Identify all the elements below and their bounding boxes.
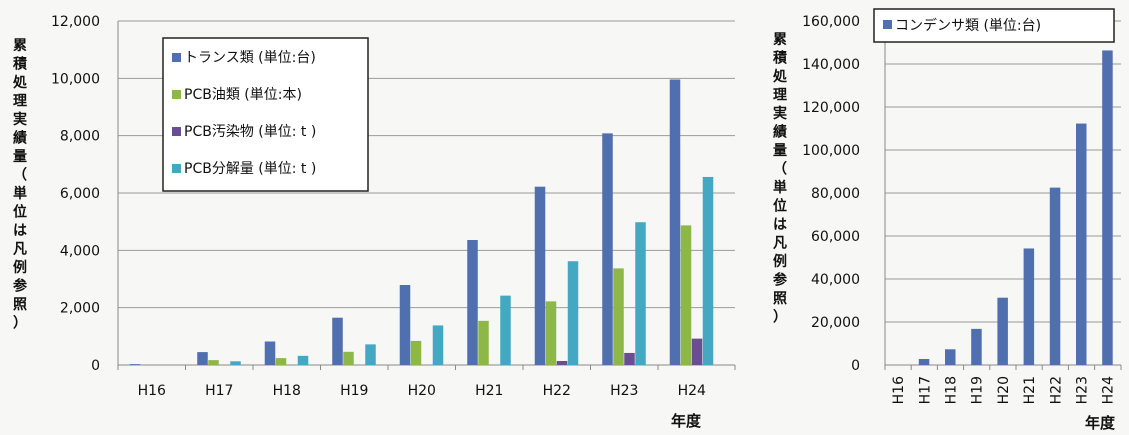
legend-chart-2: コンデンサ類 (単位:台) xyxy=(873,8,1115,43)
legend-swatch xyxy=(172,53,181,62)
legend-entry: PCB汚染物 (単位: t ) xyxy=(184,124,316,140)
y-tick-label: 40,000 xyxy=(811,272,860,288)
x-tick-label: H17 xyxy=(205,383,233,399)
bar-h22-s2 xyxy=(545,301,557,365)
legend-entry: トランス類 (単位:台) xyxy=(184,50,316,66)
legend-swatch xyxy=(172,127,181,136)
y-axis-title: 累積処理実績量（単位は凡例参照） xyxy=(772,32,788,326)
bar-h17-s1 xyxy=(197,352,208,365)
bar-h19-s1 xyxy=(332,317,343,365)
x-tick-label: H24 xyxy=(678,383,706,399)
bar-h24-s1 xyxy=(1102,50,1113,366)
y-tick-label: 140,000 xyxy=(802,57,860,73)
y-tick-label: 0 xyxy=(851,358,860,374)
bar-h24-s3 xyxy=(691,338,703,365)
x-tick-label: H20 xyxy=(996,376,1012,404)
bar-h21-s4 xyxy=(500,295,511,365)
y-tick-label: 8,000 xyxy=(60,129,100,145)
bar-h17-s1 xyxy=(918,358,930,365)
x-tick-label: H24 xyxy=(1101,376,1117,404)
bar-h21-s1 xyxy=(467,240,478,365)
y-tick-label: 0 xyxy=(91,358,100,374)
bar-h20-s1 xyxy=(399,285,411,365)
bar-h20-s1 xyxy=(997,297,1008,365)
bar-h16-s1 xyxy=(129,364,141,365)
y-tick-label: 60,000 xyxy=(811,229,860,245)
x-tick-label: H17 xyxy=(917,376,933,404)
x-tick-label: H22 xyxy=(1048,376,1064,404)
legend-swatch xyxy=(883,20,892,29)
x-tick-label: H23 xyxy=(610,383,638,399)
bar-h21-s2 xyxy=(478,320,489,365)
legend-swatch xyxy=(172,90,181,99)
x-axis-title: 年度 xyxy=(671,412,702,430)
bar-h23-s1 xyxy=(602,133,613,365)
x-axis-title: 年度 xyxy=(1085,414,1116,432)
chart-1: 0 2,000 4,000 6,000 8,000 10,000 12,000 H16 H17 H… xyxy=(12,14,736,430)
x-tick-label: H22 xyxy=(543,383,571,399)
bar-h24-s1 xyxy=(669,79,681,365)
y-tick-label: 6,000 xyxy=(60,186,100,202)
bar-h23-s1 xyxy=(1076,123,1087,366)
bar-h19-s2 xyxy=(343,351,354,365)
bar-h19-s1 xyxy=(971,328,982,365)
bar-h22-s1 xyxy=(534,186,546,365)
chart-2: 0 20,000 40,000 60,000 80,000 100,000 120,000 1… xyxy=(772,14,1122,432)
bar-h22-s4 xyxy=(567,261,579,365)
bar-h21-s1 xyxy=(1023,248,1035,365)
legend-chart-1: トランス類 (単位:台) PCB油類 (単位:本) PCB汚染物 (単位: t ) P… xyxy=(162,37,369,192)
legend-entry: PCB油類 (単位:本) xyxy=(184,87,302,103)
legend-entry: コンデンサ類 (単位:台) xyxy=(895,17,1041,34)
x-tick-label: H20 xyxy=(408,383,436,399)
x-tick-label: H16 xyxy=(138,383,166,399)
bar-h19-s4 xyxy=(365,344,376,365)
y-tick-label: 80,000 xyxy=(811,186,860,202)
bar-h24-s4 xyxy=(702,176,714,365)
bar-h24-s2 xyxy=(680,225,692,365)
y-axis-title: 累積処理実績量（単位は凡例参照） xyxy=(12,38,28,332)
x-tick-label: H19 xyxy=(340,383,368,399)
x-tick-label: H16 xyxy=(891,376,907,404)
bar-h23-s2 xyxy=(613,268,624,365)
y-tick-label: 4,000 xyxy=(60,243,100,259)
bar-h17-s4 xyxy=(230,361,241,365)
bar-h18-s2 xyxy=(275,358,287,365)
y-tick-label: 20,000 xyxy=(811,315,860,331)
bar-h20-s2 xyxy=(410,340,422,365)
legend-swatch xyxy=(172,164,181,173)
y-tick-label: 160,000 xyxy=(802,14,860,30)
bar-h23-s4 xyxy=(635,222,646,365)
legend-entry: PCB分解量 (単位: t ) xyxy=(184,161,316,177)
x-tick-label: H21 xyxy=(475,383,503,399)
y-tick-label: 12,000 xyxy=(51,14,100,30)
bar-h18-s4 xyxy=(297,355,309,365)
bar-h17-s2 xyxy=(208,360,219,365)
x-tick-label: H23 xyxy=(1075,376,1091,404)
bar-h18-s1 xyxy=(264,341,276,365)
y-tick-label: 100,000 xyxy=(802,143,860,159)
y-tick-label: 120,000 xyxy=(802,100,860,116)
x-tick-label: H19 xyxy=(970,376,986,404)
bar-h18-s1 xyxy=(945,349,956,365)
y-tick-label: 10,000 xyxy=(51,71,100,87)
x-tick-label: H21 xyxy=(1022,376,1038,404)
x-tick-label: H18 xyxy=(273,383,301,399)
y-tick-label: 2,000 xyxy=(60,301,100,317)
x-tick-label: H18 xyxy=(944,376,960,404)
bar-h20-s4 xyxy=(432,325,444,365)
legend-box xyxy=(162,37,369,192)
bar-h22-s1 xyxy=(1049,187,1061,365)
bar-h23-s3 xyxy=(624,352,635,365)
legend-box xyxy=(873,8,1115,43)
bar-h22-s3 xyxy=(556,360,568,365)
